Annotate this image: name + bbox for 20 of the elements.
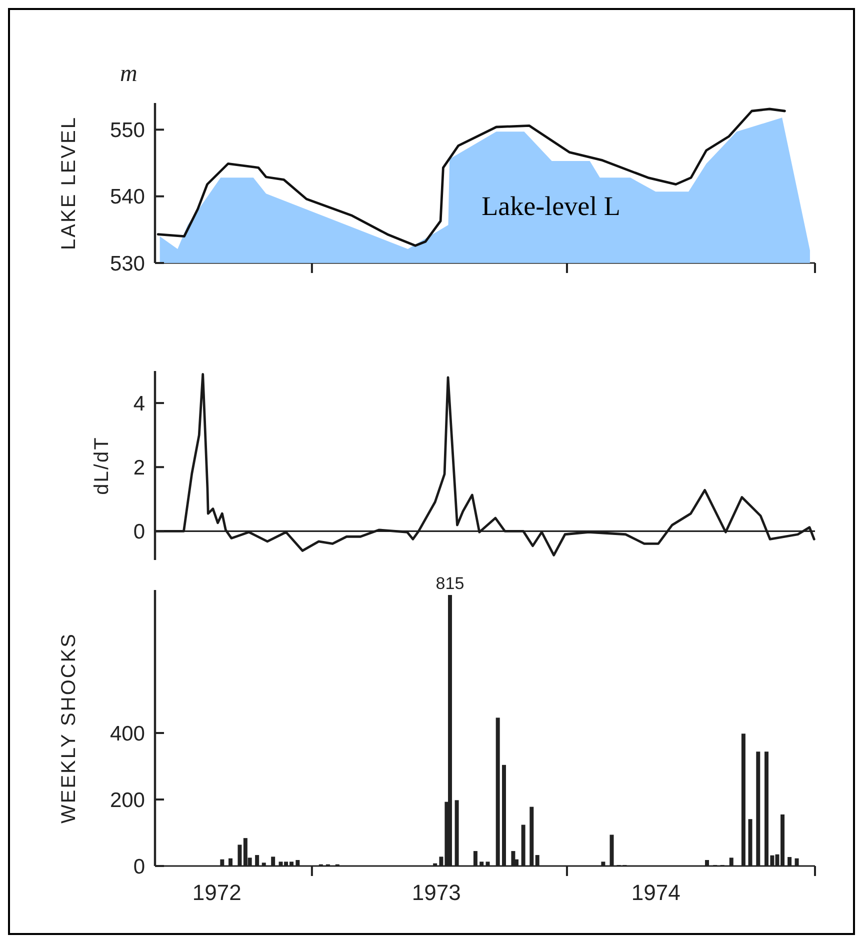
y-tick-label: 530 [110,252,145,276]
data-label: 815 [436,574,464,593]
x-tick-label: 1972 [192,880,242,905]
y-tick-label: 400 [110,722,145,746]
y-tick-label: 540 [110,186,145,209]
y-tick-label: 550 [110,119,145,142]
series-label: Lake-level L [482,191,620,221]
line-series [156,108,786,247]
y-tick-label: 4 [133,392,146,416]
y-axis-title: dL/dT [91,436,113,495]
line-series [154,373,816,556]
text: m [120,61,138,87]
y-tick-label: 200 [110,788,145,812]
y-axis-title: WEEKLY SHOCKS [58,632,80,824]
y-axis-title: LAKE LEVEL [58,116,80,250]
y-tick-label: 2 [133,456,145,480]
y-tick-label: 0 [133,855,145,878]
x-tick-label: 1974 [631,880,680,905]
y-tick-label: 0 [133,520,145,544]
x-tick-label: 1973 [412,880,461,905]
